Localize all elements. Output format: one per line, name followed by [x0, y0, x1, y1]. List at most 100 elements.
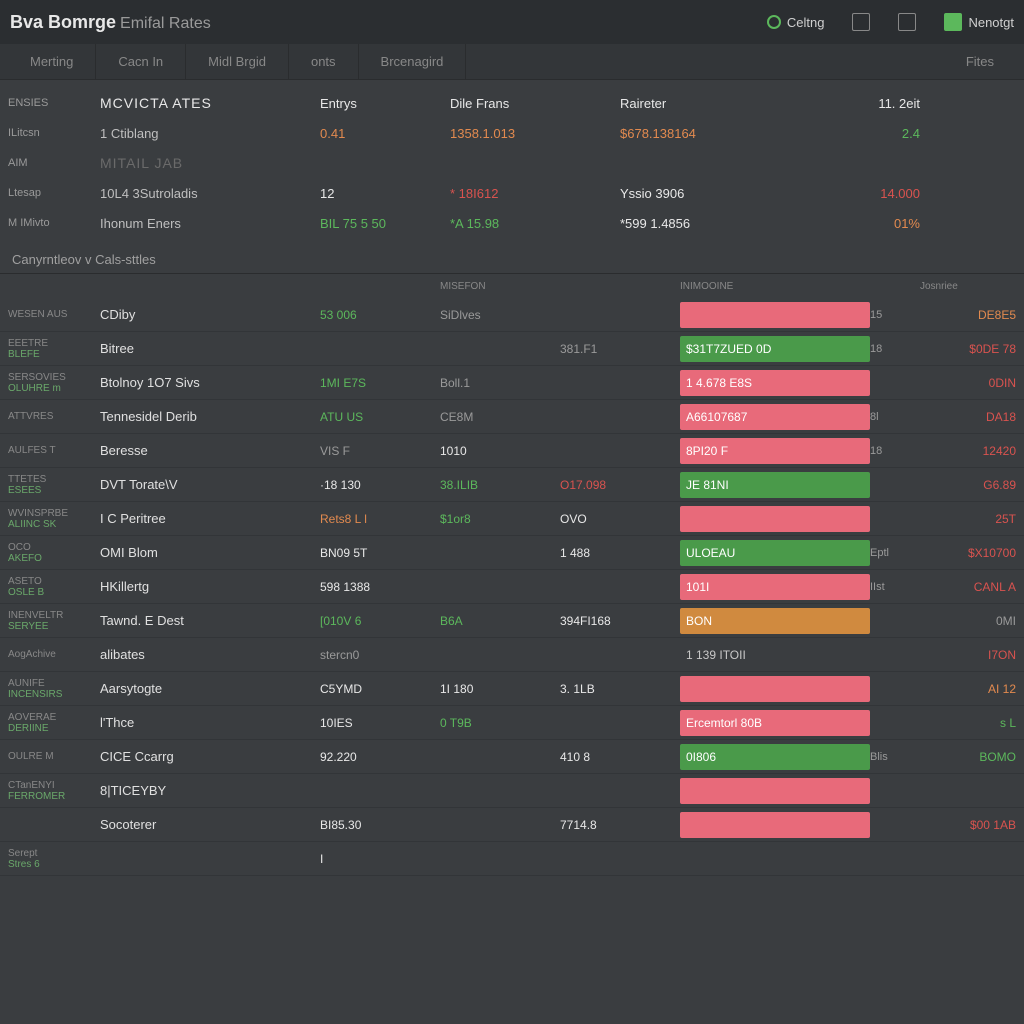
table-row[interactable]: SocotererBI85.307714.8$00 1AB: [0, 808, 1024, 842]
val-e: Blis: [870, 751, 920, 763]
table-row[interactable]: INENVELTRSERYEETawnd. E Dest[010V 6B6A39…: [0, 604, 1024, 638]
table-row[interactable]: WESEN AUSCDiby53 006SiDlves15DE8E5: [0, 298, 1024, 332]
col-header[interactable]: MISEFON: [440, 281, 560, 292]
brand-main: Bva Bomrge: [10, 12, 116, 33]
tab-fites[interactable]: Fites: [944, 44, 1016, 79]
val-c: OVO: [560, 512, 680, 526]
val-f: G6.89: [920, 478, 1016, 492]
val-f: CANL A: [920, 580, 1016, 594]
summary-v1: 12: [320, 186, 450, 201]
summary-row[interactable]: Ltesap10L4 3Sutroladis12* 18I612Yssio 39…: [8, 178, 1016, 208]
summary-v3: Yssio 3906: [620, 186, 800, 201]
val-f: DA18: [920, 410, 1016, 424]
highlight-cell: [680, 812, 870, 838]
val-c: 3. 1LB: [560, 682, 680, 696]
summary-label: Ltesap: [8, 187, 100, 199]
summary-row[interactable]: ENSIESMCVICTA ATESEntrysDile FransRairet…: [8, 88, 1016, 118]
ticker-cell: OCOAKEFO: [8, 542, 100, 564]
highlight-cell: A66107687: [680, 404, 870, 430]
table-row[interactable]: OULRE MCICE Ccarrg92.220410 80I806BlisBO…: [0, 740, 1024, 774]
highlight-cell: [680, 778, 870, 804]
settings-label: Celtng: [787, 15, 825, 30]
highlight-cell: JE 81NI: [680, 472, 870, 498]
highlight-cell: 1 139 ITOII: [680, 642, 870, 668]
ticker-cell: EEETREBLEFE: [8, 338, 100, 360]
ticker-cell: ATTVRES: [8, 411, 100, 422]
table-row[interactable]: EEETREBLEFEBitree381.F1$31T7ZUED 0D18$0D…: [0, 332, 1024, 366]
summary-label: ENSIES: [8, 97, 100, 109]
table-row[interactable]: AULFES TBeresseVIS F10108PI20 F1812420: [0, 434, 1024, 468]
ticker-cell: SereptStres 6: [8, 848, 100, 870]
table-row[interactable]: SERSOVIESOLUHRE mBtolnoy 1O7 Sivs1MI E7S…: [0, 366, 1024, 400]
table-row[interactable]: SereptStres 6 I: [0, 842, 1024, 876]
ticker-cell: ASETOOSLE B: [8, 576, 100, 598]
val-b: B6A: [440, 614, 560, 628]
table-row[interactable]: CTanENYIFERROMER8|TICEYBY: [0, 774, 1024, 808]
val-a: BI85.30: [320, 818, 440, 832]
val-a: I: [320, 852, 440, 866]
table-row[interactable]: ATTVRESTennesidel DeribATU USCE8MA661076…: [0, 400, 1024, 434]
summary-name: MCVICTA ATES: [100, 95, 320, 111]
summary-v4: 11. 2eit: [800, 96, 920, 111]
summary-row[interactable]: AIMMITAIL JAB: [8, 148, 1016, 178]
table-row[interactable]: AOVERAEDERIINEl'Thce10IES0 T9BErcemtorl …: [0, 706, 1024, 740]
summary-v3: Raireter: [620, 96, 800, 111]
highlight-cell: BON: [680, 608, 870, 634]
val-a: ATU US: [320, 410, 440, 424]
tab-brce[interactable]: Brcenagird: [359, 44, 467, 79]
val-c: 7714.8: [560, 818, 680, 832]
summary-row[interactable]: M IMivtoIhonum EnersBIL 75 5 50*A 15.98*…: [8, 208, 1016, 238]
ticker-cell: OULRE M: [8, 751, 100, 762]
tab-onts[interactable]: onts: [289, 44, 359, 79]
highlight-cell: [680, 506, 870, 532]
val-e: 15: [870, 309, 920, 321]
val-e: IIst: [870, 581, 920, 593]
highlight-cell: 0I806: [680, 744, 870, 770]
panel-button[interactable]: [898, 13, 916, 31]
val-a: 10IES: [320, 716, 440, 730]
val-c: 410 8: [560, 750, 680, 764]
table-row[interactable]: TTETESESEESDVT Torate\V·18 13038.ILIBO17…: [0, 468, 1024, 502]
val-a: Rets8 L l: [320, 512, 440, 526]
table-row[interactable]: AUNIFEINCENSIRSAarsytogteC5YMD1I 1803. 1…: [0, 672, 1024, 706]
val-a: C5YMD: [320, 682, 440, 696]
highlight-cell: 8PI20 F: [680, 438, 870, 464]
app-header: Bva Bomrge Emifal Rates Celtng Nenotgt: [0, 0, 1024, 44]
val-e: 8l: [870, 411, 920, 423]
grid-button[interactable]: [852, 13, 870, 31]
table-row[interactable]: OCOAKEFOOMI BlomBN09 5T1 488ULOEAUEptl$X…: [0, 536, 1024, 570]
ticker-cell: TTETESESEES: [8, 474, 100, 496]
summary-row[interactable]: ILitcsn1 Ctiblang0.411358.1.013$678.1381…: [8, 118, 1016, 148]
val-b: Boll.1: [440, 376, 560, 390]
table-row[interactable]: ASETOOSLE BHKillertg598 1388101IIIstCANL…: [0, 570, 1024, 604]
name-cell: l'Thce: [100, 715, 320, 730]
val-b: SiDlves: [440, 308, 560, 322]
tab-merting[interactable]: Merting: [8, 44, 96, 79]
col-header[interactable]: Josnriee: [920, 281, 1016, 292]
val-a: 92.220: [320, 750, 440, 764]
summary-v3: *599 1.4856: [620, 216, 800, 231]
col-header[interactable]: INIMOOINE: [680, 281, 870, 292]
table-row[interactable]: WVINSPRBEALIINC SKI C PeritreeRets8 L l$…: [0, 502, 1024, 536]
tab-cacn[interactable]: Cacn In: [96, 44, 186, 79]
brand-sub: Emifal Rates: [120, 15, 211, 33]
name-cell: Btolnoy 1O7 Sivs: [100, 375, 320, 390]
settings-button[interactable]: Celtng: [767, 15, 825, 30]
summary-label: M IMivto: [8, 217, 100, 229]
account-button[interactable]: Nenotgt: [944, 13, 1014, 31]
table-row[interactable]: AogAchivealibatesstercn01 139 ITOIII7ON: [0, 638, 1024, 672]
summary-name: Ihonum Eners: [100, 216, 320, 231]
summary-panel: ENSIESMCVICTA ATESEntrysDile FransRairet…: [0, 80, 1024, 242]
table-head: MISEFON INIMOOINE Josnriee: [0, 274, 1024, 298]
name-cell: CDiby: [100, 307, 320, 322]
highlight-cell: $31T7ZUED 0D: [680, 336, 870, 362]
val-f: s L: [920, 716, 1016, 730]
summary-v2: * 18I612: [450, 186, 620, 201]
val-a: ·18 130: [320, 478, 440, 492]
ticker-cell: WESEN AUS: [8, 309, 100, 320]
name-cell: Bitree: [100, 341, 320, 356]
section-title: Canyrntleov v Cals-sttles: [0, 242, 1024, 274]
tab-midl[interactable]: Midl Brgid: [186, 44, 289, 79]
summary-v2: *A 15.98: [450, 216, 620, 231]
ticker-cell: SERSOVIESOLUHRE m: [8, 372, 100, 394]
